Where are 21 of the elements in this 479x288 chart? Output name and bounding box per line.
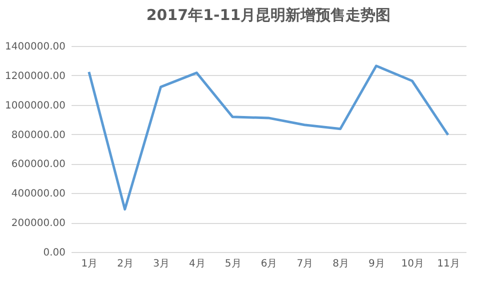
x-tick-label: 11月 — [437, 258, 460, 270]
y-tick-label: 800000.00 — [11, 130, 66, 141]
y-tick-label: 1200000.00 — [5, 70, 66, 82]
x-tick-label: 5月 — [224, 258, 242, 270]
x-tick-label: 3月 — [153, 258, 170, 270]
x-tick-label: 2月 — [117, 258, 134, 270]
x-tick-label: 1月 — [81, 258, 98, 270]
x-tick-label: 6月 — [260, 258, 278, 270]
y-tick-label: 400000.00 — [11, 188, 66, 200]
chart-title: 2017年1-11月昆明新增预售走势图 — [146, 6, 391, 24]
x-tick-label: 9月 — [368, 258, 385, 270]
y-tick-label: 0.00 — [43, 248, 66, 258]
line-series — [88, 64, 450, 211]
x-tick-label: 10月 — [401, 258, 424, 270]
y-tick-label: 200000.00 — [11, 218, 66, 230]
x-tick-label: 7月 — [296, 258, 314, 270]
y-tick-label: 1400000.00 — [5, 42, 66, 52]
y-tick-label: 600000.00 — [11, 159, 66, 170]
x-tick-label: 4月 — [188, 258, 206, 270]
y-tick-label: 1000000.00 — [5, 100, 66, 112]
x-tick-label: 8月 — [332, 258, 350, 270]
